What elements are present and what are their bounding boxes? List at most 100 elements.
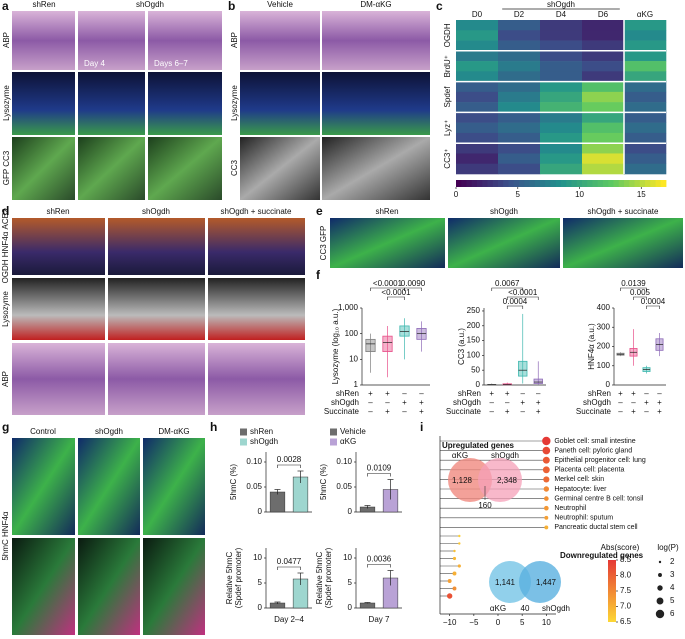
x-axis-label: Day 7 [369, 615, 390, 624]
lollipop-dot [446, 593, 453, 599]
heat-cell [540, 30, 583, 41]
colorbar-step [629, 180, 635, 187]
condition-sign: – [490, 407, 495, 416]
colorbar-step [529, 180, 536, 187]
venn-set: αKG [490, 604, 506, 613]
row-group-label: BrdU⁺ [443, 55, 452, 77]
heat-cell [540, 132, 583, 144]
heat-cell [456, 20, 499, 31]
row-label: ABP [230, 32, 239, 48]
label: Control [30, 427, 56, 436]
colorbar-step [498, 180, 504, 187]
panel-label: c [436, 0, 443, 13]
condition-sign: + [536, 407, 541, 416]
lollipop-dot [543, 486, 550, 492]
y-tick-label: 0 [348, 507, 353, 516]
heat-cell [456, 112, 499, 123]
y-tick-label: 400 [597, 303, 611, 312]
condition-sign: – [521, 389, 526, 398]
heat-cell [540, 122, 583, 134]
significance-bracket [620, 287, 647, 291]
significance-bracket [506, 305, 524, 309]
y-tick-label: 5 [348, 578, 353, 587]
micrograph [78, 72, 145, 135]
heat-cell [582, 132, 625, 144]
micrograph [78, 438, 140, 535]
heat-cell [624, 122, 667, 134]
venn-count: 2,348 [497, 476, 518, 485]
size-legend-title: log(P) [657, 543, 679, 552]
p-value: 0.0036 [367, 555, 392, 564]
y-tick-label: 0 [258, 603, 263, 612]
condition-sign: – [536, 389, 541, 398]
micrograph [78, 538, 140, 635]
label: shRen [46, 207, 69, 216]
heat-cell [582, 50, 625, 62]
bar [269, 491, 286, 513]
row-label: 5hmC HNF4α [1, 511, 10, 560]
row-label: Lysozyme [2, 85, 11, 121]
heat-cell [582, 30, 625, 41]
lollipop-dot [447, 579, 452, 583]
y-axis-label: Lysozyme (log₁₀ a.u.) [331, 308, 340, 384]
condition-label: Succinate [576, 407, 612, 416]
colorbar-step [513, 180, 520, 187]
y-tick-label: 100 [597, 361, 611, 370]
colorbar-tick-label: 7.5 [620, 586, 632, 595]
heat-cell [456, 102, 499, 113]
row-label: OGDH HNF4α ACE2 [1, 208, 10, 283]
condition-label: shOgdh [453, 398, 481, 407]
condition-sign: + [520, 398, 525, 407]
colorbar-step [650, 180, 656, 187]
micrograph [448, 218, 560, 268]
colorbar-step [482, 180, 488, 187]
category-label: Goblet cell: small intestine [554, 438, 635, 445]
condition-label: shOgdh [583, 398, 611, 407]
heat-cell [456, 40, 499, 52]
row-group-label: Spdef [443, 86, 452, 108]
condition-sign: – [402, 407, 407, 416]
condition-label: shRen [458, 389, 481, 398]
micrograph [240, 11, 320, 70]
heat-cell [456, 163, 499, 175]
lollipop-dot [544, 496, 549, 501]
y-tick-label: 1 [354, 380, 359, 389]
colorbar-step [503, 180, 509, 187]
micrograph [208, 218, 305, 275]
condition-sign: – [657, 389, 662, 398]
condition-sign: + [657, 398, 662, 407]
colorbar-step [660, 180, 667, 187]
lollipop-dot [452, 571, 457, 576]
venn-circle [478, 458, 522, 502]
box [518, 360, 528, 377]
colorbar-step [534, 180, 541, 187]
heat-cell [540, 71, 583, 82]
category-label: Merkel cell: skin [554, 476, 604, 483]
colorbar-step [492, 180, 499, 187]
legend-swatch [330, 428, 337, 436]
heat-cell [456, 143, 499, 154]
p-value: 0.0090 [401, 279, 426, 288]
row-group-label: CC3⁺ [443, 148, 452, 168]
heat-cell [456, 122, 499, 134]
significance-bracket [367, 473, 391, 477]
condition-sign: – [385, 398, 390, 407]
significance-bracket [387, 296, 405, 300]
p-value: 0.0067 [495, 279, 520, 288]
colorbar-step [550, 180, 557, 187]
y-tick-label: 0.05 [246, 482, 262, 491]
p-value: <0.0001 [381, 288, 411, 297]
heat-cell [624, 81, 667, 93]
y-tick-label: 10 [349, 354, 358, 363]
label: shRen [375, 207, 398, 216]
colorbar-step [639, 180, 646, 187]
micrograph [12, 11, 75, 70]
y-tick-label: 250 [467, 306, 481, 315]
x-tick-label: −5 [469, 618, 479, 627]
row-label: ABP [2, 32, 11, 48]
p-value: 0.0004 [641, 297, 666, 306]
heat-cell [624, 91, 667, 103]
column-label: D6 [598, 10, 609, 19]
